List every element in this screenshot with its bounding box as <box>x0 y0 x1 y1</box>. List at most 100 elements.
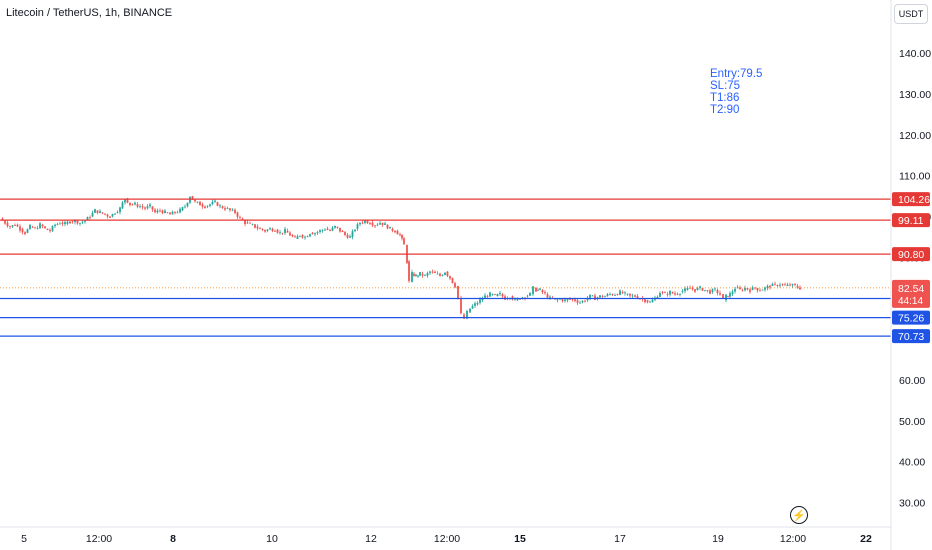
candle-body <box>401 234 403 239</box>
candle-body <box>421 273 424 276</box>
price-axis: 30.0040.0050.0060.0070.0080.0090.00100.0… <box>899 48 931 509</box>
candle-body <box>6 222 9 227</box>
candle-body <box>419 272 421 276</box>
candle-body <box>396 230 399 235</box>
candle-body <box>439 273 441 276</box>
candle-body <box>499 292 501 295</box>
candle-body <box>216 202 219 206</box>
candle-body <box>659 292 661 297</box>
candle-body <box>754 287 756 289</box>
chart-title: Litecoin / TetherUS, 1h, BINANCE <box>6 7 173 19</box>
candle-body <box>591 295 594 297</box>
candle-body <box>79 222 81 224</box>
candle-body <box>471 305 474 309</box>
candle-body <box>446 271 449 276</box>
candle-body <box>184 206 186 208</box>
currency-unit-button[interactable]: USDT <box>894 4 928 24</box>
candle-body <box>104 213 106 215</box>
candle-body <box>539 288 541 290</box>
candle-body <box>594 295 596 301</box>
candle-body <box>544 292 546 294</box>
candle-body <box>696 288 699 291</box>
candle-body <box>121 202 124 209</box>
candle-body <box>336 226 339 228</box>
candle-body <box>746 288 749 290</box>
candle-body <box>159 210 161 212</box>
candle-body <box>269 228 271 230</box>
candle-body <box>234 209 236 214</box>
candle-body <box>727 296 729 297</box>
candle-body <box>111 214 114 217</box>
candle-body <box>189 197 191 203</box>
candle-body <box>535 288 537 292</box>
candle-body <box>729 293 731 297</box>
candle-body <box>424 274 426 276</box>
candle-body <box>179 208 181 213</box>
x-tick-label: 22 <box>860 533 872 545</box>
candle-body <box>614 295 616 296</box>
level-label-70.73: 70.73 <box>898 331 924 343</box>
candle-body <box>344 232 346 235</box>
candle-body <box>739 287 741 290</box>
candle-body <box>134 202 136 205</box>
candle-body <box>119 207 121 213</box>
candle-body <box>156 210 159 213</box>
candle-body <box>359 222 361 225</box>
candle-body <box>394 230 396 233</box>
level-label-bg-90.80 <box>892 247 930 262</box>
candle-body <box>221 206 224 209</box>
candle-body <box>417 275 419 277</box>
candle-body <box>596 297 599 299</box>
candle-body <box>361 222 364 224</box>
candle-body <box>44 226 46 229</box>
candle-body <box>374 225 376 227</box>
candle-body <box>664 292 666 294</box>
trade-annotation[interactable]: Entry:79.5 SL:75 T1:86 T2:90 <box>710 68 762 116</box>
level-label-bg-104.26 <box>892 192 930 207</box>
candle-body <box>304 236 306 238</box>
candle-body <box>701 288 704 291</box>
x-tick-label: 5 <box>21 533 27 545</box>
candle-body <box>246 222 249 224</box>
candle-body <box>54 224 56 227</box>
candle-body <box>661 292 664 293</box>
candle-body <box>776 285 779 286</box>
candle-body <box>609 293 611 295</box>
candle-body <box>779 284 781 286</box>
candle-body <box>586 298 589 301</box>
candle-body <box>574 299 576 302</box>
candle-body <box>106 214 109 217</box>
candle-body <box>791 284 794 286</box>
candle-body <box>59 223 61 225</box>
candle-body <box>514 298 516 300</box>
candle-body <box>786 284 789 286</box>
candle-body <box>716 290 719 294</box>
candle-body <box>799 287 801 290</box>
candle-body <box>766 285 769 289</box>
countdown-label: 44:14 <box>898 296 923 307</box>
candle-body <box>256 226 259 229</box>
candle-body <box>229 208 231 211</box>
candle-body <box>154 209 156 213</box>
candle-body <box>286 230 289 233</box>
candle-body <box>31 226 34 228</box>
candle-body <box>634 295 636 297</box>
candle-body <box>722 294 724 299</box>
candle-body <box>224 208 226 210</box>
candle-body <box>794 284 796 286</box>
candle-body <box>41 224 44 227</box>
candle-body <box>529 292 531 296</box>
candle-body <box>556 299 559 301</box>
candle-body <box>546 294 549 298</box>
candle-body <box>171 211 174 215</box>
candle-body <box>261 228 264 230</box>
candle-body <box>311 232 314 235</box>
candle-body <box>771 283 774 286</box>
candle-body <box>457 285 459 299</box>
candle-body <box>126 198 129 203</box>
candle-body <box>14 225 16 226</box>
candle-body <box>434 271 436 274</box>
lightning-circle-icon[interactable]: ⚡ <box>790 506 808 524</box>
